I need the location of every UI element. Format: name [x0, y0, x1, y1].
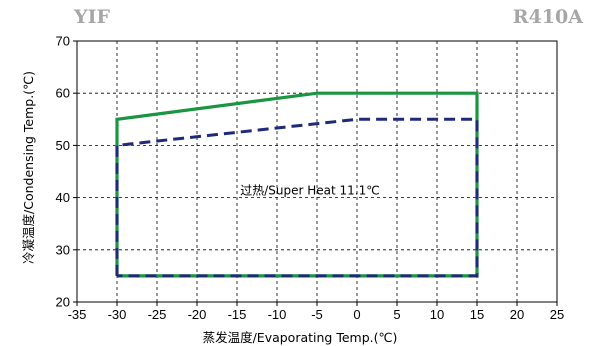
y-tick-label: 30: [56, 242, 70, 257]
x-tick-label: -30: [108, 307, 127, 322]
x-tick-label: 20: [510, 307, 524, 322]
x-tick-label: -15: [228, 307, 247, 322]
x-tick-label: -10: [268, 307, 287, 322]
y-tick-label: 40: [56, 190, 70, 205]
x-tick-label: 10: [430, 307, 444, 322]
y-tick-label: 50: [56, 138, 70, 153]
y-axis-title: 冷凝温度/Condensing Temp.(℃): [21, 71, 36, 264]
x-tick-label: -25: [148, 307, 167, 322]
x-tick-label: -20: [188, 307, 207, 322]
y-tick-label: 60: [56, 86, 70, 101]
x-tick-label: 25: [550, 307, 564, 322]
y-tick-label: 70: [56, 34, 70, 49]
x-tick-label: 15: [470, 307, 484, 322]
x-axis-title: 蒸发温度/Evaporating Temp.(℃): [203, 330, 398, 345]
refrigerant-label: R410A: [512, 6, 583, 28]
envelope-series-solid: [115, 91, 479, 278]
envelope-series-dashed: [115, 117, 479, 278]
x-tick-label: -35: [68, 307, 87, 322]
superheat-annotation: 过热/Super Heat 11.1℃: [240, 183, 380, 197]
y-tick-label: 20: [56, 295, 70, 310]
x-tick-label: 5: [393, 307, 400, 322]
x-tick-label: 0: [353, 307, 360, 322]
model-label: YIF: [74, 6, 110, 28]
plot-frame: [76, 40, 558, 303]
x-tick-label: -5: [311, 307, 323, 322]
